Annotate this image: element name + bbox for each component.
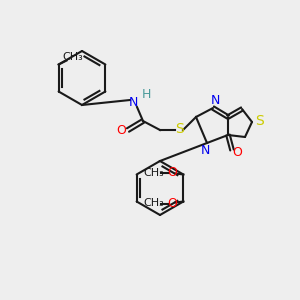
Text: N: N [210, 94, 220, 106]
Text: H: H [141, 88, 151, 101]
Text: N: N [128, 95, 138, 109]
Text: S: S [176, 122, 184, 136]
Text: O: O [116, 124, 126, 137]
Text: S: S [256, 114, 264, 128]
Text: O: O [167, 197, 177, 210]
Text: O: O [167, 166, 177, 179]
Text: CH₃: CH₃ [143, 167, 164, 178]
Text: N: N [200, 145, 210, 158]
Text: O: O [232, 146, 242, 160]
Text: CH₃: CH₃ [62, 52, 83, 61]
Text: CH₃: CH₃ [143, 199, 164, 208]
